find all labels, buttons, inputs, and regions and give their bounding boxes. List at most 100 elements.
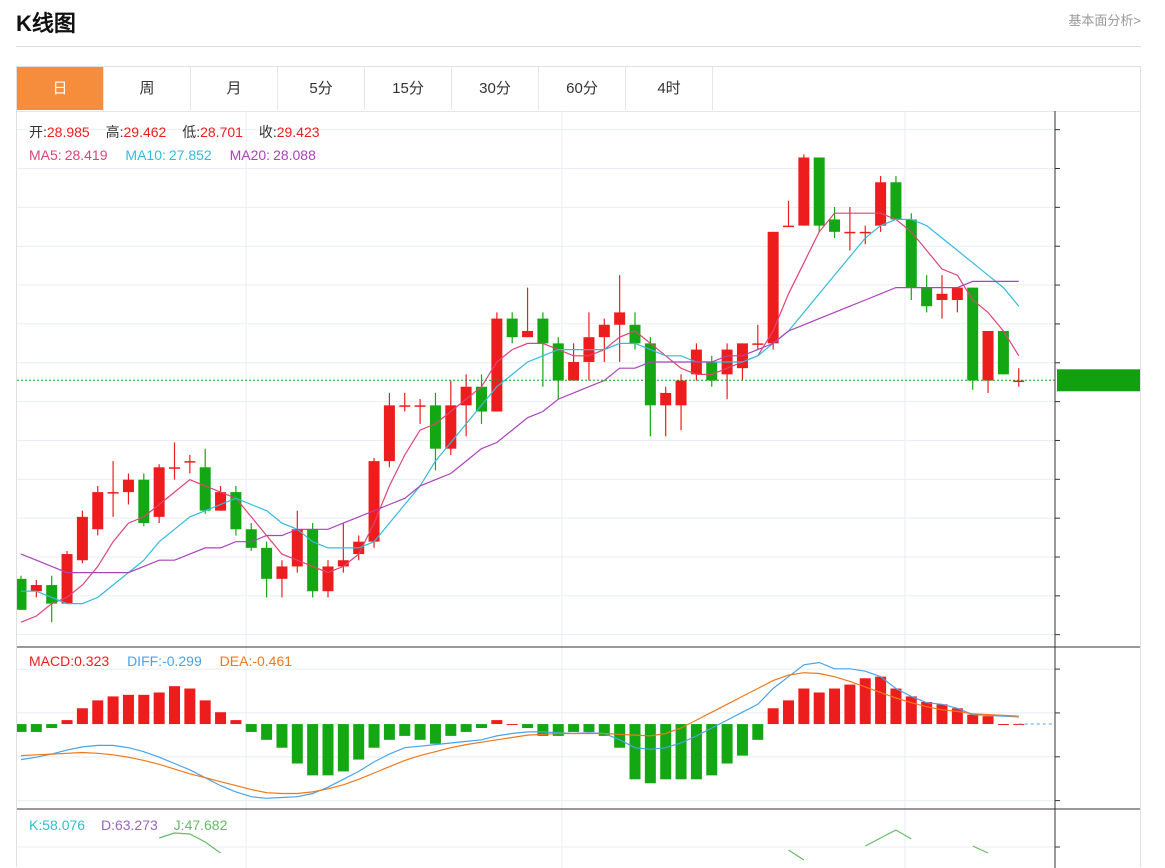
- macd-bar: [660, 724, 672, 780]
- macd-bar: [568, 724, 580, 732]
- macd-bar: [629, 724, 641, 780]
- title-divider: [16, 46, 1141, 47]
- candle-body: [322, 566, 334, 592]
- tab-15min[interactable]: 15分: [365, 67, 452, 110]
- ma10-line: [21, 218, 1020, 605]
- macd-bar: [813, 692, 825, 725]
- macd-bar: [675, 724, 687, 780]
- candle-body: [813, 157, 825, 226]
- candle-body: [61, 554, 73, 604]
- macd-bar: [476, 724, 487, 728]
- kdj-j-line: [972, 845, 989, 854]
- macd-bar: [261, 724, 273, 740]
- candle-body: [476, 386, 487, 412]
- tab-4hour[interactable]: 4时: [626, 67, 713, 110]
- macd-bar: [982, 716, 994, 725]
- kline-chart[interactable]: 开:28.985 高:29.462 低:28.701 收:29.423 MA5:…: [17, 67, 1140, 868]
- macd-bar: [506, 724, 518, 726]
- candle-body: [829, 219, 841, 232]
- legend-ohlc: 开:28.985 高:29.462 低:28.701 收:29.423: [29, 124, 320, 140]
- tab-5min[interactable]: 5分: [278, 67, 365, 110]
- candle-body: [399, 405, 411, 407]
- candle-body: [767, 231, 779, 344]
- macd-bar: [798, 688, 810, 725]
- tab-month[interactable]: 月: [191, 67, 278, 110]
- fundamental-analysis-link[interactable]: 基本面分析>: [1068, 13, 1141, 28]
- macd-bar: [491, 720, 503, 725]
- macd-bar: [706, 724, 718, 776]
- candle-body: [230, 492, 242, 530]
- tab-60min[interactable]: 60分: [539, 67, 626, 110]
- macd-bar: [445, 724, 457, 736]
- legend-ma: MA5: 28.419 MA10: 27.852 MA20: 28.088: [29, 147, 316, 163]
- candle-body: [46, 585, 58, 604]
- macd-bar: [307, 724, 319, 776]
- candle-body: [261, 547, 273, 579]
- legend-kdj: K:58.076 D:63.273 J:47.682: [29, 817, 228, 833]
- macd-bar: [522, 724, 534, 728]
- kdj-k-line: [788, 849, 805, 861]
- macd-bar: [30, 724, 42, 732]
- candle-body: [675, 380, 687, 406]
- tab-day[interactable]: 日: [17, 67, 104, 110]
- candle-body: [537, 318, 549, 344]
- candle-body: [307, 529, 319, 592]
- macd-bar: [829, 688, 841, 725]
- candle-body: [445, 405, 457, 449]
- page-title: K线图: [16, 11, 76, 36]
- candle-body: [17, 578, 27, 610]
- candle-body: [783, 225, 794, 228]
- candle-body: [506, 318, 518, 338]
- ma20-line: [20, 280, 1019, 574]
- macd-bar: [736, 724, 748, 756]
- macd-bar: [614, 724, 626, 748]
- macd-bar: [767, 708, 779, 725]
- candle-body: [598, 324, 610, 338]
- candle-body: [921, 287, 933, 307]
- candle-body: [1013, 380, 1025, 383]
- macd-bar: [905, 696, 917, 725]
- macd-bar: [215, 712, 227, 725]
- tab-30min[interactable]: 30分: [452, 67, 539, 110]
- macd-bar: [276, 724, 288, 748]
- candle-body: [890, 182, 902, 220]
- candle-body: [107, 492, 119, 494]
- dea-line: [20, 672, 1019, 795]
- candle-body: [491, 318, 503, 412]
- candle-body: [568, 361, 580, 381]
- macd-bar: [337, 724, 349, 772]
- candle-body: [951, 287, 963, 300]
- macd-bar: [890, 688, 902, 725]
- macd-bar: [537, 724, 549, 736]
- candle-body: [215, 492, 227, 511]
- tab-week[interactable]: 周: [104, 67, 191, 110]
- macd-bar: [368, 724, 380, 748]
- candle-body: [76, 516, 88, 561]
- candle-body: [291, 529, 303, 567]
- candle-body: [92, 492, 104, 530]
- macd-bar: [429, 724, 441, 744]
- candle-body: [30, 585, 42, 592]
- macd-bar: [17, 724, 27, 732]
- macd-bar: [353, 724, 365, 760]
- kdj-k-line: [159, 832, 221, 854]
- candle-body: [967, 287, 979, 381]
- macd-bar: [644, 724, 656, 784]
- macd-bar: [783, 700, 794, 725]
- macd-bar: [967, 714, 979, 725]
- macd-bar: [383, 724, 395, 740]
- candle-body: [660, 392, 672, 406]
- macd-bar: [552, 724, 564, 736]
- candle-body: [460, 386, 472, 406]
- macd-bar: [291, 724, 303, 764]
- candle-body: [153, 467, 165, 517]
- macd-bar: [752, 724, 764, 740]
- candle-body: [414, 405, 426, 407]
- chart-panel: 日 周 月 5分 15分 30分 60分 4时 开:28.985 高:29.46…: [16, 66, 1141, 868]
- candle-body: [875, 182, 887, 226]
- macd-bar: [230, 720, 242, 725]
- macd-bar: [598, 724, 610, 736]
- candle-body: [982, 330, 994, 381]
- candle-body: [368, 461, 380, 542]
- candle-body: [859, 231, 871, 234]
